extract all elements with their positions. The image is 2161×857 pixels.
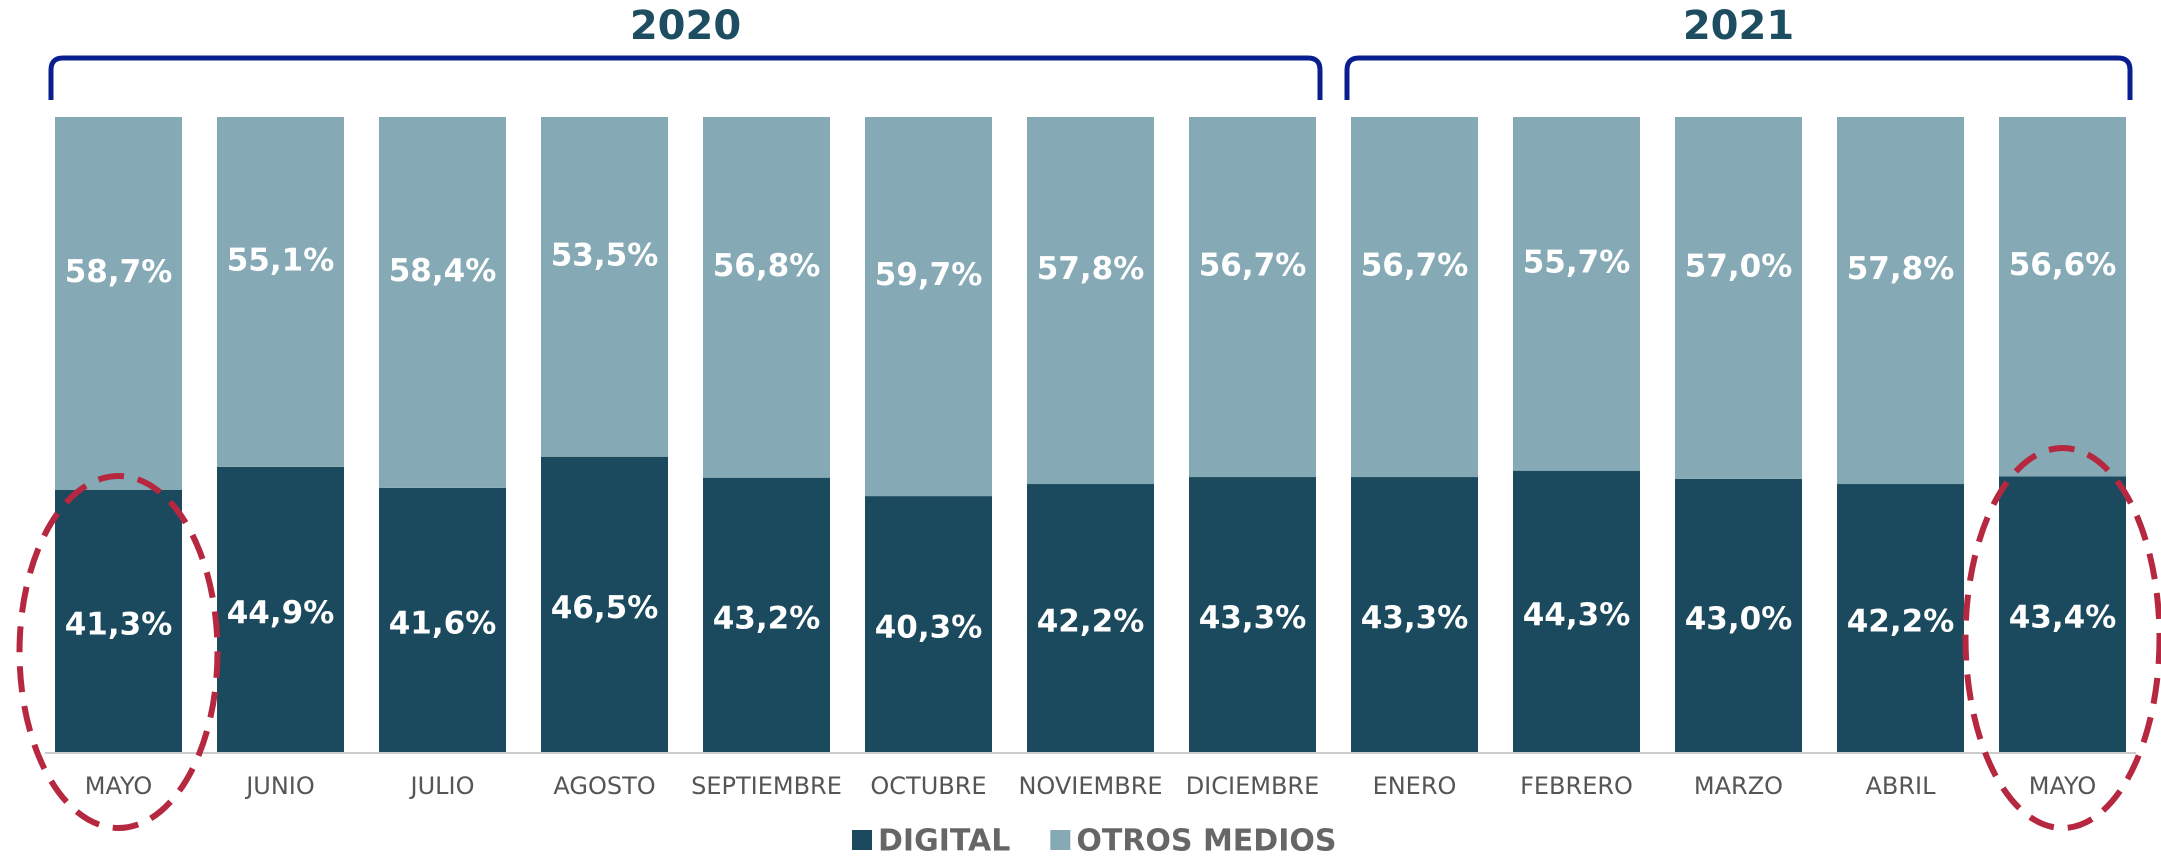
- value-label: 43,2%: [713, 600, 821, 636]
- x-tick-label: FEBRERO: [1520, 772, 1633, 800]
- bar-segment: [1351, 477, 1478, 752]
- bar-segment: [1513, 117, 1640, 471]
- bar-segment: [55, 117, 182, 490]
- bar-segment: [217, 117, 344, 467]
- bar-segment: [703, 117, 830, 478]
- value-label: 44,9%: [227, 595, 335, 631]
- value-label: 57,0%: [1685, 248, 1793, 284]
- year-label: 2020: [630, 3, 741, 49]
- bar-segment: [379, 117, 506, 488]
- bar-segment: [1837, 117, 1964, 485]
- bar-segment: [541, 117, 668, 457]
- highlight-ellipse: [1962, 445, 2161, 831]
- bar-segment: [1189, 117, 1316, 478]
- value-label: 58,4%: [389, 253, 497, 289]
- value-label: 56,8%: [713, 248, 821, 284]
- highlight-ellipse: [16, 473, 221, 831]
- value-label: 43,3%: [1361, 600, 1469, 636]
- bar-segment: [1999, 476, 2126, 752]
- value-label: 43,4%: [2009, 600, 2117, 636]
- bar-segment: [1027, 484, 1154, 752]
- x-tick-label: OCTUBRE: [870, 772, 986, 800]
- value-label: 57,8%: [1037, 251, 1145, 287]
- x-tick-label: AGOSTO: [553, 772, 655, 800]
- value-label: 57,8%: [1847, 251, 1955, 287]
- legend-swatch: [1050, 830, 1071, 850]
- bar-segment: [55, 489, 182, 752]
- bar-segment: [541, 456, 668, 752]
- x-tick-label: MAYO: [85, 772, 153, 800]
- value-label: 59,7%: [875, 257, 983, 293]
- x-tick-label: JUNIO: [244, 772, 315, 800]
- bar-segment: [1999, 117, 2126, 477]
- value-label: 56,7%: [1361, 248, 1469, 284]
- bar-segment: [865, 496, 992, 752]
- value-label: 40,3%: [875, 610, 983, 646]
- legend-swatch: [852, 830, 872, 850]
- value-label: 43,0%: [1685, 601, 1793, 637]
- x-tick-label: DICIEMBRE: [1186, 772, 1320, 800]
- legend-label: DIGITAL: [878, 824, 1010, 857]
- bar-segment: [1675, 478, 1802, 752]
- value-label: 41,3%: [65, 606, 173, 642]
- value-label: 56,6%: [2009, 247, 2117, 283]
- bar-segment: [217, 466, 344, 752]
- x-tick-label: MARZO: [1694, 772, 1783, 800]
- value-label: 53,5%: [551, 237, 659, 273]
- value-label: 41,6%: [389, 605, 497, 641]
- bar-segment: [1189, 477, 1316, 752]
- bar-segment: [379, 487, 506, 752]
- x-tick-label: NOVIEMBRE: [1018, 772, 1162, 800]
- x-tick-label: ENERO: [1373, 772, 1457, 800]
- value-label: 55,1%: [227, 242, 335, 278]
- bar-segment: [1675, 117, 1802, 479]
- year-label: 2021: [1683, 3, 1794, 49]
- value-label: 55,7%: [1523, 244, 1631, 280]
- year-bracket: [1344, 55, 2133, 100]
- year-bracket: [48, 55, 1323, 100]
- value-label: 46,5%: [551, 590, 659, 626]
- x-tick-label: JULIO: [409, 772, 475, 800]
- legend-label: OTROS MEDIOS: [1076, 824, 1336, 857]
- bar-segment: [1837, 484, 1964, 752]
- value-label: 42,2%: [1037, 604, 1145, 640]
- value-label: 44,3%: [1523, 597, 1631, 633]
- value-label: 43,3%: [1199, 600, 1307, 636]
- x-tick-label: ABRIL: [1865, 772, 1936, 800]
- value-label: 58,7%: [65, 254, 173, 290]
- x-tick-label: SEPTIEMBRE: [691, 772, 842, 800]
- value-label: 56,7%: [1199, 248, 1307, 284]
- x-tick-label: MAYO: [2029, 772, 2097, 800]
- value-label: 42,2%: [1847, 604, 1955, 640]
- bar-segment: [703, 477, 830, 752]
- bar-segment: [1027, 117, 1154, 485]
- bar-segment: [865, 117, 992, 497]
- bar-segment: [1513, 470, 1640, 752]
- bar-segment: [1351, 117, 1478, 478]
